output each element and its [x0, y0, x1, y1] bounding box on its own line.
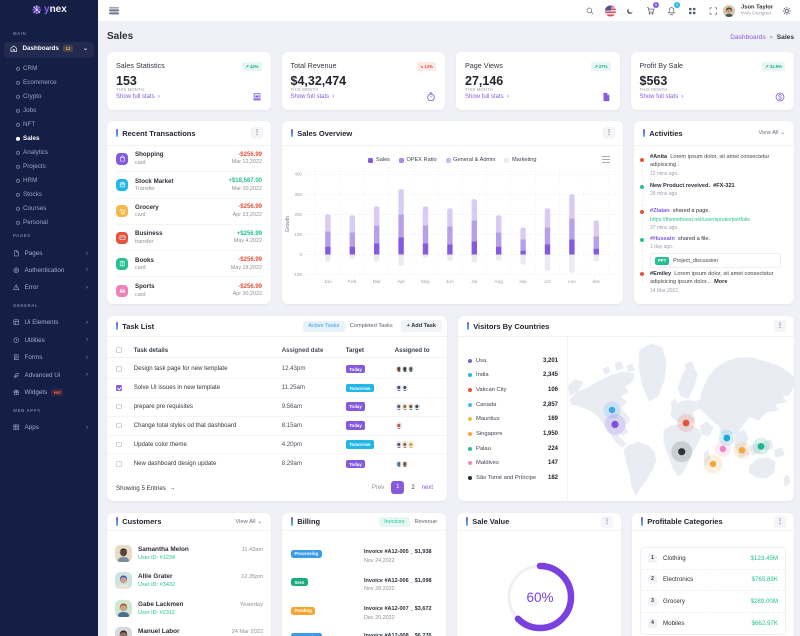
svg-text:Jul: Jul: [471, 279, 477, 285]
svg-text:-100: -100: [293, 272, 303, 277]
svg-text:0: 0: [299, 252, 302, 257]
svg-text:May: May: [421, 279, 431, 285]
svg-text:300: 300: [294, 192, 302, 197]
svg-text:dec: dec: [592, 279, 600, 285]
svg-text:Mar: Mar: [373, 279, 382, 285]
svg-text:Jan: Jan: [324, 279, 332, 285]
svg-text:oct: oct: [544, 279, 551, 285]
svg-text:60%: 60%: [526, 590, 553, 605]
svg-text:Growth: Growth: [285, 216, 291, 232]
svg-text:Feb: Feb: [348, 279, 357, 285]
svg-text:100: 100: [294, 232, 302, 237]
svg-text:Jun: Jun: [446, 279, 454, 285]
svg-text:400: 400: [294, 172, 302, 177]
svg-text:sep: sep: [519, 280, 527, 285]
svg-text:Aug: Aug: [494, 279, 503, 285]
svg-text:nov: nov: [568, 280, 576, 285]
svg-text:Apr: Apr: [397, 279, 405, 285]
svg-text:200: 200: [294, 212, 302, 217]
